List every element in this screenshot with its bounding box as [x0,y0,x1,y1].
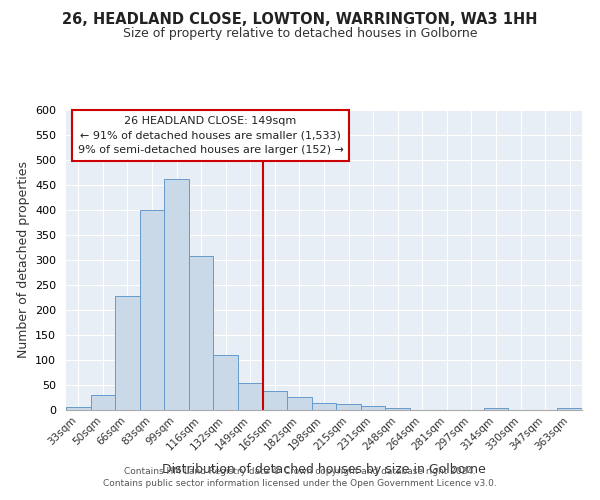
Bar [484,408,508,410]
Bar [385,408,410,410]
Bar [214,354,238,410]
Bar [91,395,115,410]
Text: 26 HEADLAND CLOSE: 149sqm
← 91% of detached houses are smaller (1,533)
9% of sem: 26 HEADLAND CLOSE: 149sqm ← 91% of detac… [77,116,343,156]
Bar [140,210,164,410]
Y-axis label: Number of detached properties: Number of detached properties [17,162,29,358]
Text: Contains HM Land Registry data © Crown copyright and database right 2024.: Contains HM Land Registry data © Crown c… [124,467,476,476]
Bar [115,296,140,410]
Bar [557,408,582,410]
Bar [189,256,214,410]
Bar [336,404,361,410]
Text: 26, HEADLAND CLOSE, LOWTON, WARRINGTON, WA3 1HH: 26, HEADLAND CLOSE, LOWTON, WARRINGTON, … [62,12,538,28]
Bar [66,406,91,410]
Bar [312,403,336,410]
Bar [238,383,263,410]
Bar [263,391,287,410]
Bar [361,406,385,410]
Text: Size of property relative to detached houses in Golborne: Size of property relative to detached ho… [123,28,477,40]
Bar [287,396,312,410]
Text: Contains public sector information licensed under the Open Government Licence v3: Contains public sector information licen… [103,478,497,488]
X-axis label: Distribution of detached houses by size in Golborne: Distribution of detached houses by size … [162,463,486,476]
Bar [164,178,189,410]
